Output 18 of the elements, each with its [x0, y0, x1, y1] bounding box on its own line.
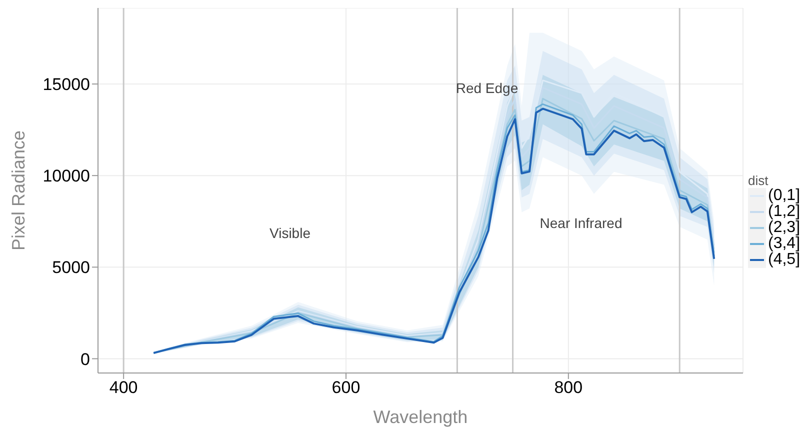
- annotation: Red Edge: [456, 80, 518, 96]
- legend-label: (0,1]: [768, 187, 800, 204]
- annotation: Near Infrared: [540, 215, 622, 231]
- x-tick-label: 800: [554, 378, 583, 398]
- y-tick-label: 5000: [52, 258, 90, 278]
- legend-label: (3,4]: [768, 235, 800, 252]
- legend-label: (1,2]: [768, 203, 800, 220]
- x-tick-label: 400: [109, 378, 138, 398]
- x-axis-title: Wavelength: [373, 407, 468, 427]
- legend-label: (2,3]: [768, 219, 800, 236]
- y-tick-label: 15000: [42, 75, 90, 94]
- annotation: Visible: [270, 225, 310, 241]
- y-tick-label: 0: [80, 350, 90, 369]
- y-tick-label: 10000: [42, 166, 90, 186]
- y-axis-title: Pixel Radiance: [8, 130, 28, 251]
- legend-label: (4,5]: [768, 251, 800, 268]
- legend-title: dist: [748, 173, 769, 188]
- x-tick-label: 600: [332, 378, 360, 398]
